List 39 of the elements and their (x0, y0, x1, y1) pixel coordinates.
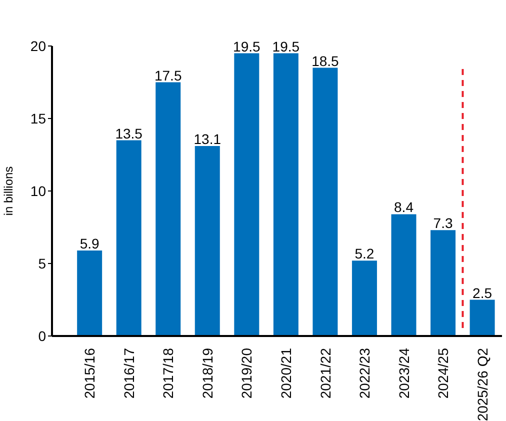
bar (77, 250, 102, 336)
bar (470, 300, 495, 336)
bar (194, 146, 220, 336)
data-label: 17.5 (154, 67, 182, 84)
bar (430, 230, 456, 336)
bar (273, 53, 298, 336)
x-tick-label: 2018/19 (199, 348, 216, 399)
bar (391, 214, 416, 336)
bar (234, 53, 260, 336)
data-label: 13.5 (115, 125, 143, 142)
x-tick-label: 2020/21 (278, 348, 294, 399)
x-tick-label: 2024/25 (435, 348, 452, 399)
data-label: 5.2 (354, 246, 374, 262)
data-label: 8.4 (394, 199, 414, 216)
x-tick-label: 2023/24 (396, 348, 412, 399)
x-tick-label: 2021/22 (317, 348, 334, 399)
data-label: 13.1 (194, 131, 222, 148)
data-label: 5.9 (80, 235, 100, 252)
y-tick-label: 10 (30, 182, 46, 199)
data-label: 19.5 (272, 38, 300, 54)
data-label: 2.5 (472, 284, 492, 301)
y-tick-label: 5 (38, 255, 46, 272)
bar (116, 140, 142, 336)
x-tick-label: 2017/18 (160, 348, 176, 399)
y-tick-label: 15 (30, 110, 46, 126)
x-tick-label: 2016/17 (120, 348, 137, 399)
bar (352, 260, 377, 336)
data-label: 18.5 (312, 52, 340, 69)
y-tick-label: 20 (30, 38, 46, 54)
x-tick-label: 2025/26 Q2 (474, 348, 490, 421)
y-tick-label: 0 (38, 328, 46, 344)
y-axis-title: in billions (1, 166, 16, 216)
x-tick-label: 2019/20 (238, 348, 255, 399)
x-tick-label: 2022/23 (356, 348, 373, 399)
bar (312, 68, 338, 336)
x-tick-label: 2015/16 (82, 348, 98, 399)
data-label: 19.5 (233, 38, 260, 54)
data-label: 7.3 (433, 215, 453, 232)
bar (156, 82, 181, 336)
